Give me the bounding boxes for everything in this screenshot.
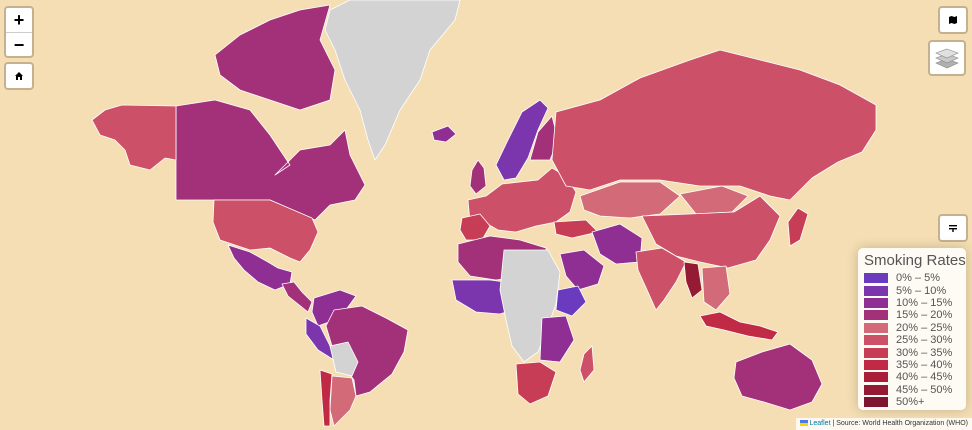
- country-argentina[interactable]: [329, 375, 357, 427]
- country-australia[interactable]: [733, 343, 823, 411]
- country-indonesia[interactable]: [699, 311, 779, 341]
- country-canada-islands[interactable]: [214, 4, 336, 111]
- country-usa[interactable]: [212, 199, 319, 263]
- basemap-control: [938, 6, 968, 34]
- legend-swatch: [864, 372, 888, 383]
- legend-item: 25% – 30%: [864, 334, 960, 346]
- legend-label: 45% – 50%: [896, 383, 953, 396]
- country-ethiopia[interactable]: [555, 285, 587, 317]
- legend-label: 0% – 5%: [896, 272, 941, 285]
- legend-label: 40% – 45%: [896, 371, 953, 384]
- legend-label: 50%+: [896, 396, 925, 409]
- leaflet-link[interactable]: Leaflet: [809, 420, 831, 427]
- legend-swatch: [864, 397, 888, 408]
- legend-item: 45% – 50%: [864, 384, 960, 396]
- home-icon: [15, 72, 23, 81]
- zoom-in-button[interactable]: +: [13, 10, 25, 30]
- legend-label: 20% – 25%: [896, 321, 953, 334]
- legend: Smoking Rates 0% – 5% 5% – 10% 10% – 15% 15…: [858, 248, 966, 410]
- layers-button[interactable]: [930, 42, 964, 74]
- legend-item: 40% – 45%: [864, 371, 960, 383]
- legend-item: 5% – 10%: [864, 284, 960, 297]
- legend-swatch: [864, 347, 888, 358]
- legend-item: 0% – 5%: [864, 272, 960, 284]
- zoom-control: + −: [4, 6, 34, 58]
- country-chile[interactable]: [319, 369, 333, 427]
- legend-label: 15% – 20%: [896, 309, 953, 322]
- legend-item: 15% – 20%: [864, 309, 960, 321]
- legend-swatch: [864, 285, 888, 296]
- country-mongolia[interactable]: [679, 185, 749, 215]
- legend-swatch: [864, 310, 888, 321]
- legend-label: 25% – 30%: [896, 334, 953, 347]
- country-norway-sweden[interactable]: [495, 99, 549, 181]
- legend-item: 10% – 15%: [864, 297, 960, 309]
- legend-item: 20% – 25%: [864, 322, 960, 334]
- zoom-out-button[interactable]: −: [6, 32, 32, 56]
- legend-swatch: [864, 384, 888, 395]
- country-europe-west[interactable]: [467, 167, 577, 233]
- legend-rows: 0% – 5% 5% – 10% 10% – 15% 15% – 20% 20% – 2…: [864, 272, 960, 408]
- country-japan[interactable]: [787, 207, 809, 247]
- map-icon: [949, 16, 957, 25]
- legend-swatch: [864, 273, 888, 284]
- layers-control: [928, 40, 966, 76]
- leaflet-flag-icon: [799, 420, 808, 427]
- attribution-source: | Source: World Health Organization (WHO…: [830, 420, 968, 427]
- country-iran[interactable]: [591, 223, 643, 265]
- filter-control: [938, 214, 968, 242]
- country-russia[interactable]: [551, 49, 877, 201]
- filter-icon: [949, 225, 957, 233]
- legend-label: 35% – 40%: [896, 358, 953, 371]
- legend-label: 5% – 10%: [896, 284, 947, 297]
- legend-swatch: [864, 297, 888, 308]
- country-south-africa[interactable]: [515, 361, 557, 405]
- country-madagascar[interactable]: [579, 345, 595, 383]
- legend-label: 30% – 35%: [896, 346, 953, 359]
- attribution: Leaflet | Source: World Health Organizat…: [795, 418, 972, 430]
- country-turkey[interactable]: [553, 219, 599, 239]
- country-usa-alaska[interactable]: [91, 104, 177, 171]
- legend-swatch: [864, 335, 888, 346]
- country-kazakhstan[interactable]: [579, 181, 681, 219]
- country-bolivia[interactable]: [329, 341, 359, 377]
- country-india[interactable]: [635, 247, 687, 311]
- legend-item: 50%+: [864, 396, 960, 408]
- country-east-africa[interactable]: [539, 315, 575, 363]
- country-se-asia[interactable]: [701, 265, 731, 311]
- country-greenland[interactable]: [324, 0, 461, 161]
- basemap-button[interactable]: [940, 8, 966, 32]
- legend-item: 30% – 35%: [864, 346, 960, 359]
- legend-title: Smoking Rates: [864, 252, 966, 269]
- legend-swatch: [864, 359, 888, 370]
- legend-item: 35% – 40%: [864, 359, 960, 371]
- country-myanmar[interactable]: [683, 261, 703, 299]
- home-control: [4, 62, 34, 90]
- legend-label: 10% – 15%: [896, 296, 953, 309]
- country-central-america[interactable]: [281, 281, 313, 313]
- filter-button[interactable]: [940, 216, 966, 240]
- country-arabia[interactable]: [559, 249, 605, 291]
- country-iceland[interactable]: [431, 125, 457, 143]
- layers-icon: [935, 48, 959, 69]
- legend-swatch: [864, 322, 888, 333]
- home-button[interactable]: [6, 64, 32, 88]
- country-uk[interactable]: [469, 159, 487, 195]
